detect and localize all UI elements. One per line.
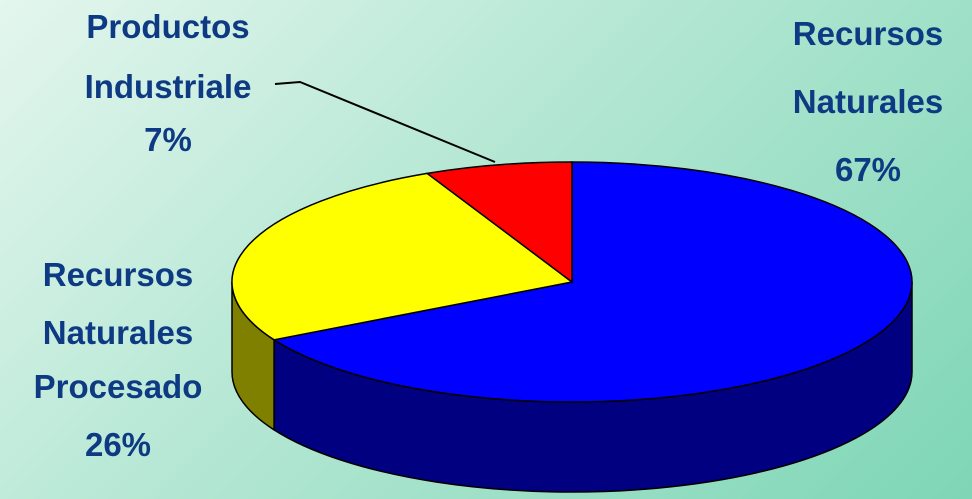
pie-slice-recursos-naturales: [272, 161, 913, 403]
slice-label-percent: 26%: [85, 426, 151, 463]
leader-line: [274, 80, 496, 163]
slice-label-line: Recursos: [793, 15, 943, 52]
slice-label-recursos-naturales-procesado: Recursos Naturales Procesado 26%: [34, 256, 203, 463]
slice-label-line: Procesado: [34, 368, 203, 405]
slice-label-recursos-naturales: Recursos Naturales 67%: [793, 15, 943, 188]
pie-tops: [231, 161, 913, 403]
slice-label-productos-industriale: Productos Industriale 7%: [85, 8, 252, 158]
slice-label-percent: 7%: [144, 121, 192, 158]
slice-label-line: Naturales: [793, 83, 943, 120]
slice-label-line: Recursos: [43, 256, 193, 293]
slice-label-line: Industriale: [85, 68, 252, 105]
slice-label-line: Naturales: [43, 314, 193, 351]
pie-slice-recursos-naturales-procesado: [231, 172, 574, 341]
slice-label-line: Productos: [86, 8, 249, 45]
pie-slice-productos-industriale: [425, 161, 573, 284]
slice-label-percent: 67%: [835, 151, 901, 188]
